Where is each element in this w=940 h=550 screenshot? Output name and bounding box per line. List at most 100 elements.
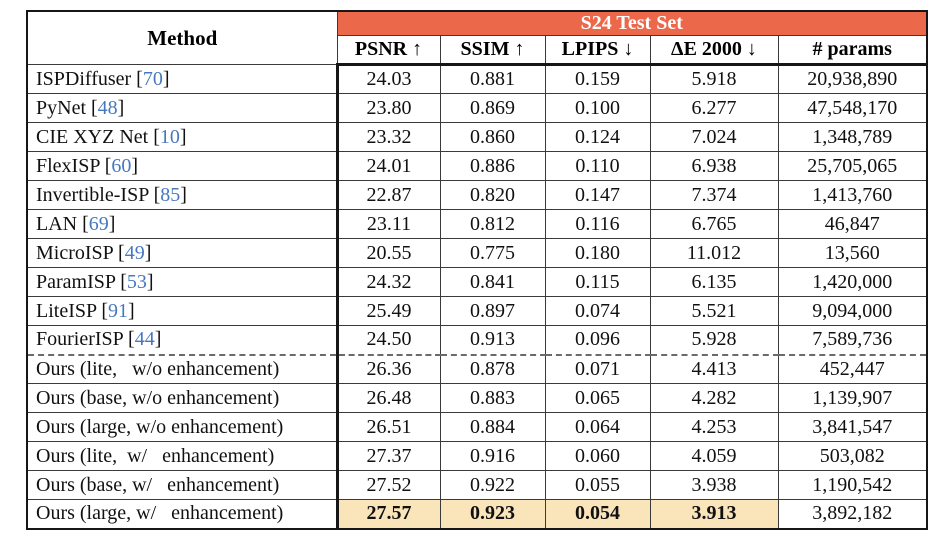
method-column-header: Method: [26, 10, 338, 65]
method-label: ]: [131, 154, 139, 177]
value-cell: 0.065: [544, 383, 651, 413]
method-cell: Ours (base, w/o enhancement): [26, 383, 339, 413]
value-cell: 25,705,065: [777, 151, 928, 181]
value-cell: 0.096: [544, 325, 651, 355]
value-cell: 23.32: [336, 122, 441, 152]
column-header-params: # params: [777, 35, 928, 66]
citation-link[interactable]: 48: [97, 96, 118, 119]
value-cell: 4.282: [649, 383, 779, 413]
value-cell: 0.923: [439, 499, 546, 529]
citation-link[interactable]: 70: [142, 67, 163, 90]
value-cell: 0.860: [439, 122, 546, 152]
method-label: Ours (base, w/ enhancement): [36, 473, 280, 496]
column-header-psnr: PSNR ↑: [336, 35, 441, 66]
value-cell: 0.820: [439, 180, 546, 210]
citation-link[interactable]: 69: [88, 212, 109, 235]
value-cell: 22.87: [336, 180, 441, 210]
column-header-row: PSNR ↑ SSIM ↑ LPIPS ↓ ΔE 2000 ↓ # params: [27, 35, 928, 66]
value-cell: 0.869: [439, 93, 546, 123]
value-cell: 0.100: [544, 93, 651, 123]
citation-link[interactable]: 60: [111, 154, 132, 177]
table-row: MicroISP [49] 20.55 0.775 0.180 11.012 13,560: [26, 238, 928, 268]
value-cell: 13,560: [777, 238, 928, 268]
value-cell: 0.071: [544, 353, 651, 384]
citation-link[interactable]: 10: [159, 125, 180, 148]
value-cell: 1,139,907: [777, 383, 928, 413]
value-cell: 6.277: [649, 93, 779, 123]
method-label: Ours (lite, w/ enhancement): [36, 444, 275, 467]
value-cell: 9,094,000: [777, 296, 928, 326]
method-label: ISPDiffuser [: [36, 67, 143, 90]
value-cell: 4.413: [649, 353, 779, 384]
table-row: Ours (large, w/o enhancement) 26.51 0.884 0…: [26, 412, 928, 442]
value-cell: 20,938,890: [777, 64, 928, 94]
table-row: Ours (lite, w/o enhancement) 26.36 0.878 0.…: [26, 353, 928, 384]
citation-link[interactable]: 53: [126, 270, 147, 293]
value-cell: 0.115: [544, 267, 651, 297]
table-row: PyNet [48] 23.80 0.869 0.100 6.277 47,548,170: [26, 93, 928, 123]
value-cell: 20.55: [336, 238, 441, 268]
table-body: ISPDiffuser [70] 24.03 0.881 0.159 5.918 20,9…: [26, 64, 928, 529]
method-label: MicroISP [: [36, 241, 125, 264]
column-header-lpips: LPIPS ↓: [544, 35, 651, 66]
value-cell: 1,348,789: [777, 122, 928, 152]
value-cell: 0.884: [439, 412, 546, 442]
method-cell: Ours (base, w/ enhancement): [26, 470, 339, 500]
value-cell: 0.881: [439, 64, 546, 94]
method-label: ]: [144, 241, 152, 264]
value-cell: 6.135: [649, 267, 779, 297]
column-header-de2000: ΔE 2000 ↓: [649, 35, 779, 66]
value-cell: 0.124: [544, 122, 651, 152]
method-cell: LiteISP [91]: [26, 296, 339, 326]
method-cell: FourierISP [44]: [26, 325, 339, 355]
value-cell: 452,447: [777, 353, 928, 384]
value-cell: 7.374: [649, 180, 779, 210]
value-cell: 24.03: [336, 64, 441, 94]
citation-link[interactable]: 44: [134, 328, 155, 351]
method-label: FourierISP [: [36, 328, 135, 351]
value-cell: 6.765: [649, 209, 779, 239]
value-cell: 4.253: [649, 412, 779, 442]
value-cell: 0.180: [544, 238, 651, 268]
value-cell: 0.110: [544, 151, 651, 181]
value-cell: 24.50: [336, 325, 441, 355]
value-cell: 7,589,736: [777, 325, 928, 355]
value-cell: 1,413,760: [777, 180, 928, 210]
method-label: ]: [146, 270, 154, 293]
method-cell: MicroISP [49]: [26, 238, 339, 268]
value-cell: 5.521: [649, 296, 779, 326]
value-cell: 0.074: [544, 296, 651, 326]
method-cell: Ours (lite, w/o enhancement): [26, 353, 339, 384]
table-row: ISPDiffuser [70] 24.03 0.881 0.159 5.918 20,9…: [26, 64, 928, 94]
method-cell: Invertible-ISP [85]: [26, 180, 339, 210]
method-label: Invertible-ISP [: [36, 183, 161, 206]
value-cell: 0.116: [544, 209, 651, 239]
method-cell: ParamISP [53]: [26, 267, 339, 297]
value-cell: 11.012: [649, 238, 779, 268]
value-cell: 3.913: [649, 499, 779, 529]
results-table-container: Method S24 Test Set PSNR ↑ SSIM ↑ LPIPS …: [26, 10, 928, 530]
method-label: ]: [179, 125, 187, 148]
column-header-ssim: SSIM ↑: [439, 35, 546, 66]
method-label: ParamISP [: [36, 270, 127, 293]
value-cell: 26.48: [336, 383, 441, 413]
value-cell: 3.938: [649, 470, 779, 500]
method-label: FlexISP [: [36, 154, 112, 177]
method-label: Ours (large, w/o enhancement): [36, 415, 284, 438]
citation-link[interactable]: 91: [108, 299, 129, 322]
value-cell: 0.841: [439, 267, 546, 297]
citation-link[interactable]: 49: [124, 241, 145, 264]
value-cell: 5.918: [649, 64, 779, 94]
value-cell: 5.928: [649, 325, 779, 355]
value-cell: 0.812: [439, 209, 546, 239]
method-label: ]: [108, 212, 116, 235]
method-label: Ours (lite, w/o enhancement): [36, 357, 280, 380]
citation-link[interactable]: 85: [160, 183, 181, 206]
method-cell: Ours (large, w/ enhancement): [26, 499, 339, 529]
value-cell: 0.064: [544, 412, 651, 442]
value-cell: 26.36: [336, 353, 441, 384]
method-label: LAN [: [36, 212, 89, 235]
value-cell: 3,892,182: [777, 499, 928, 529]
method-cell: CIE XYZ Net [10]: [26, 122, 339, 152]
method-label: ]: [180, 183, 187, 206]
